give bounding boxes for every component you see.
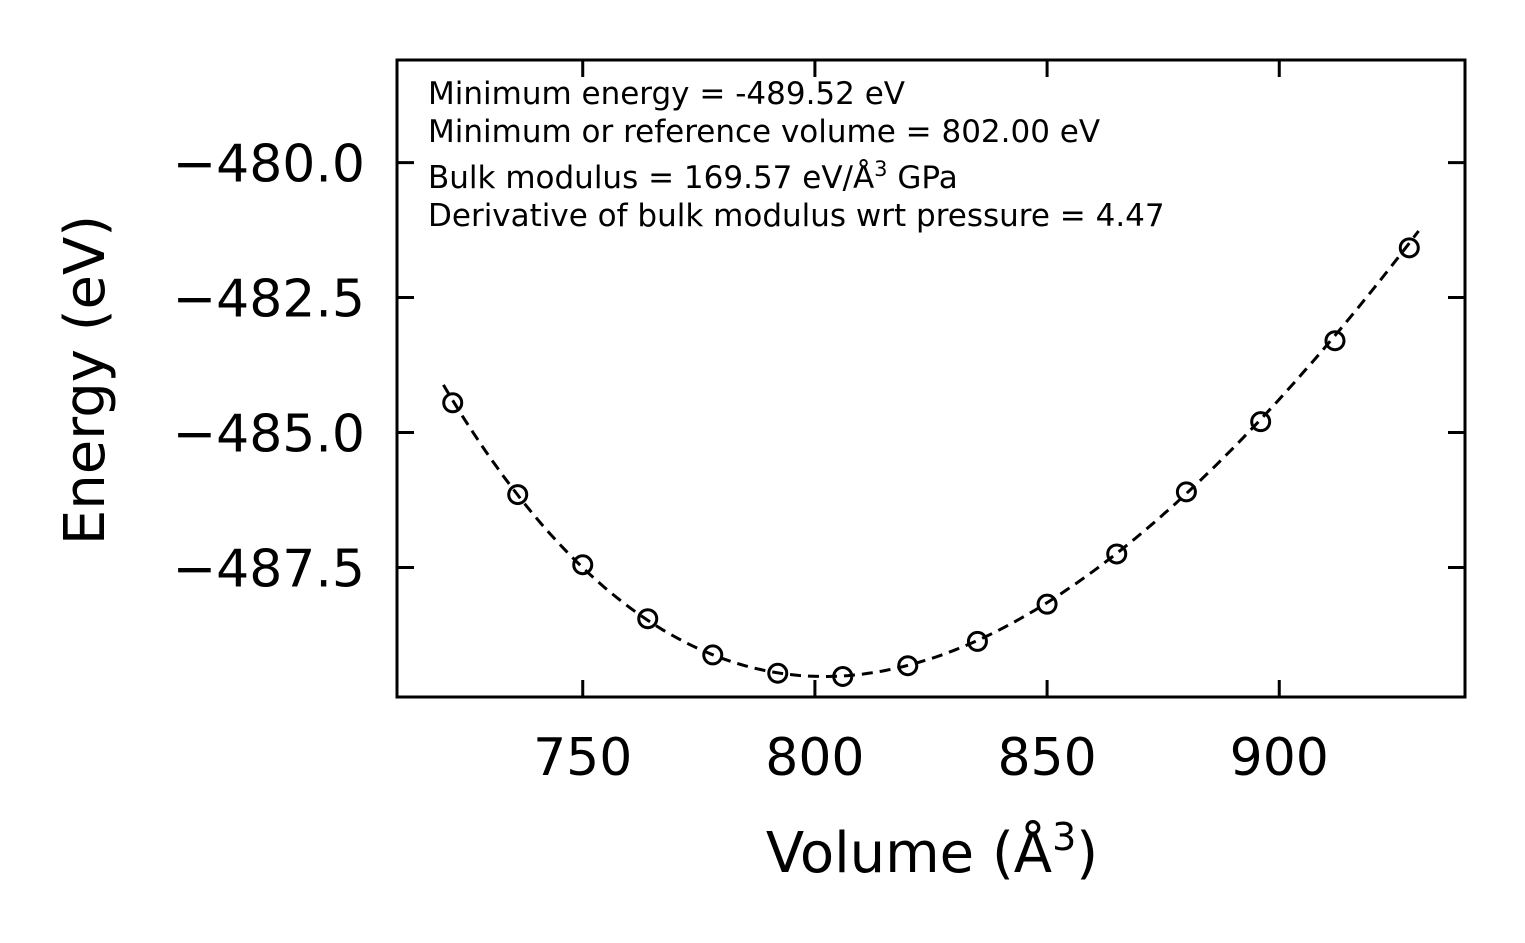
data-point (442, 392, 464, 414)
x-axis-label-text: Volume (Å (766, 820, 1052, 886)
data-point (1175, 481, 1197, 503)
data-point (1106, 543, 1128, 565)
annotation-ref-volume: Minimum or reference volume = 802.00 eV (428, 114, 1100, 150)
annotation-bulk-modulus-text: Bulk modulus = 169.57 eV/Å (428, 160, 874, 196)
y-tick-label: −480.0 (173, 135, 365, 195)
data-point (832, 665, 854, 687)
x-tick-label: 850 (997, 728, 1096, 788)
data-point (1324, 330, 1346, 352)
y-tick-label: −487.5 (173, 539, 365, 599)
x-tick-label: 900 (1230, 728, 1329, 788)
fit-curve (442, 230, 1420, 678)
data-point (767, 662, 789, 684)
x-axis-label-sup: 3 (1052, 815, 1076, 859)
x-tick-label: 800 (765, 728, 864, 788)
y-tick-label: −485.0 (173, 404, 365, 464)
annotation-min-energy: Minimum energy = -489.52 eV (428, 76, 905, 112)
data-point (1398, 237, 1420, 259)
annotation-bulk-modulus: Bulk modulus = 169.57 eV/Å3 GPa (428, 157, 958, 196)
data-point (507, 484, 529, 506)
annotation-bulk-modulus-sup: 3 (874, 157, 887, 181)
data-point (1036, 593, 1058, 615)
annotation-bulk-derivative: Derivative of bulk modulus wrt pressure … (428, 198, 1165, 234)
plot-marks (442, 230, 1420, 687)
data-point (572, 554, 594, 576)
data-point (702, 644, 724, 666)
axis-ticks: 750 800 850 900 −480.0 −482.5 −485.0 −487.5 (173, 60, 1465, 788)
annotation-bulk-modulus-unit: GPa (888, 160, 958, 196)
plot-frame (395, 58, 1467, 699)
data-point (897, 655, 919, 677)
y-axis-label: Energy (eV) (53, 215, 118, 545)
y-tick-label: −482.5 (173, 270, 365, 330)
data-point (1250, 411, 1272, 433)
data-point (966, 630, 988, 652)
x-axis-label: Volume (Å3) (766, 815, 1098, 886)
data-point (637, 608, 659, 630)
x-tick-label: 750 (533, 728, 632, 788)
x-axis-label-tail: ) (1076, 821, 1098, 886)
